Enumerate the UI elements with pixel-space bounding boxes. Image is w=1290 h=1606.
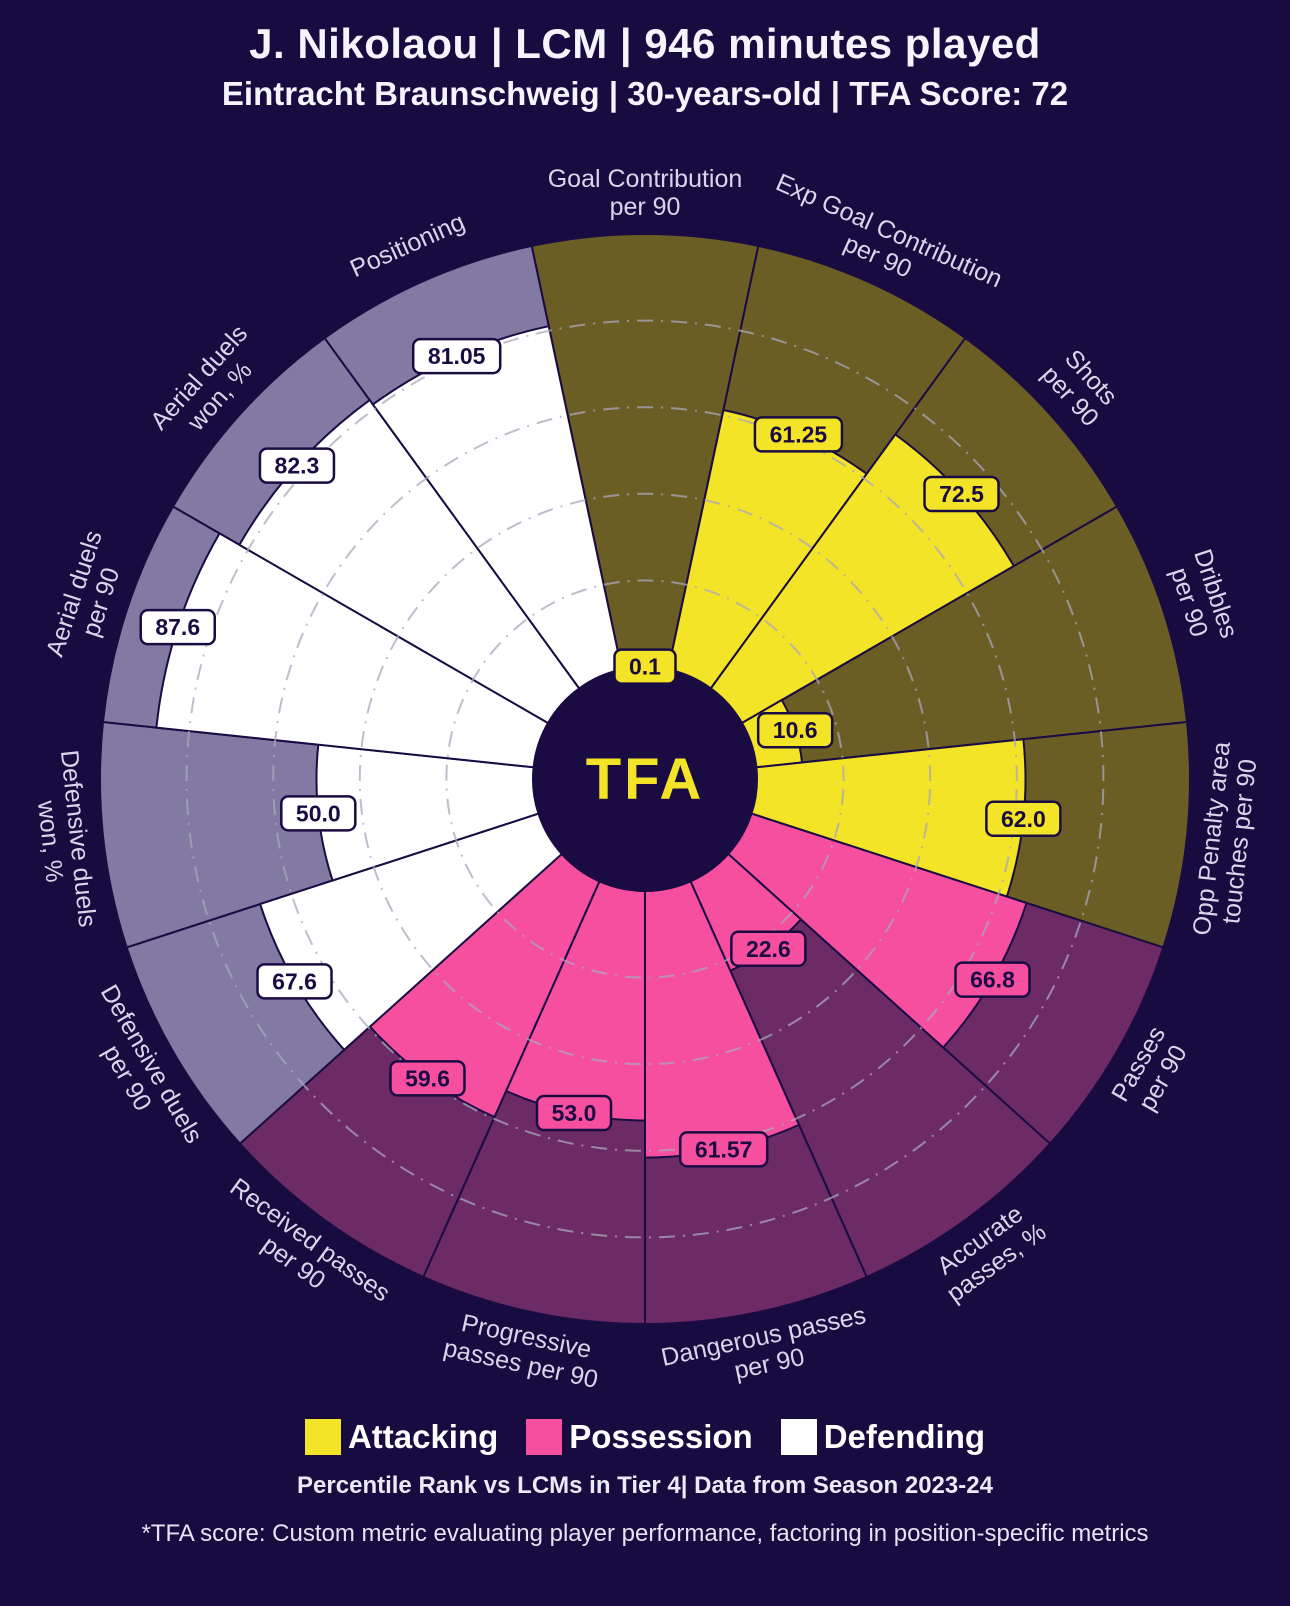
value-text: 10.6 [773,717,818,743]
legend-label-possession: Possession [569,1418,753,1455]
value-text: 50.0 [296,800,341,826]
value-text: 22.6 [746,936,791,962]
value-box [411,337,502,375]
grid-ring [445,579,845,979]
value-box [256,963,333,1000]
grid-ring [358,492,932,1066]
center-circle [533,667,757,891]
value-text: 59.6 [405,1065,450,1091]
value-text: 61.57 [695,1136,753,1162]
grid-ring [272,406,1018,1152]
metric-label: Goal Contribution per 90 [548,165,743,221]
value-box [753,416,844,453]
value-text: 81.05 [428,343,486,369]
value-text: 82.3 [275,453,320,479]
value-box [258,447,336,484]
value-text: 61.25 [770,421,828,447]
legend: Attacking Possession Defending [0,1418,1290,1456]
value-text: 62.0 [1001,806,1046,832]
tfa-logo: TFA [586,747,705,812]
value-box [535,1094,613,1132]
caption: Percentile Rank vs LCMs in Tier 4| Data … [297,1472,993,1499]
legend-item-attacking: Attacking [304,1418,499,1456]
value-text: 72.5 [939,481,984,507]
legend-item-defending: Defending [780,1418,986,1456]
metric-label: Defensive duelswon, % [27,749,101,932]
chart-header: J. Nikolaou | LCM | 946 minutes played E… [0,0,1290,114]
page-subtitle: Eintracht Braunschweig | 30-years-old | … [221,75,1069,112]
value-box [389,1060,466,1097]
value-text: 66.8 [970,967,1015,993]
value-text: 67.6 [272,968,317,994]
value-text: 53.0 [552,1100,597,1126]
value-box [139,608,216,646]
footnote: *TFA score: Custom metric evaluating pla… [141,1520,1149,1547]
legend-label-defending: Defending [823,1418,986,1455]
value-text: 0.1 [629,654,661,680]
page-title: J. Nikolaou | LCM | 946 minutes played [249,20,1041,67]
value-box [678,1131,769,1168]
value-box [756,711,834,749]
grid-ring [185,319,1105,1239]
legend-label-attacking: Attacking [347,1418,499,1455]
value-text: 87.6 [155,614,200,640]
value-box [954,961,1031,998]
value-box [985,800,1062,838]
metric-label: Dribblesper 90 [1162,546,1244,651]
metric-label: Opp Penalty areatouches per 90 [1188,740,1264,939]
legend-item-possession: Possession [526,1418,753,1456]
value-box [613,648,677,685]
possession-swatch-icon [526,1419,563,1455]
value-box [280,795,357,832]
attacking-swatch-icon [304,1419,341,1455]
defending-swatch-icon [780,1419,817,1455]
value-box [730,930,807,968]
value-box [923,475,1000,513]
